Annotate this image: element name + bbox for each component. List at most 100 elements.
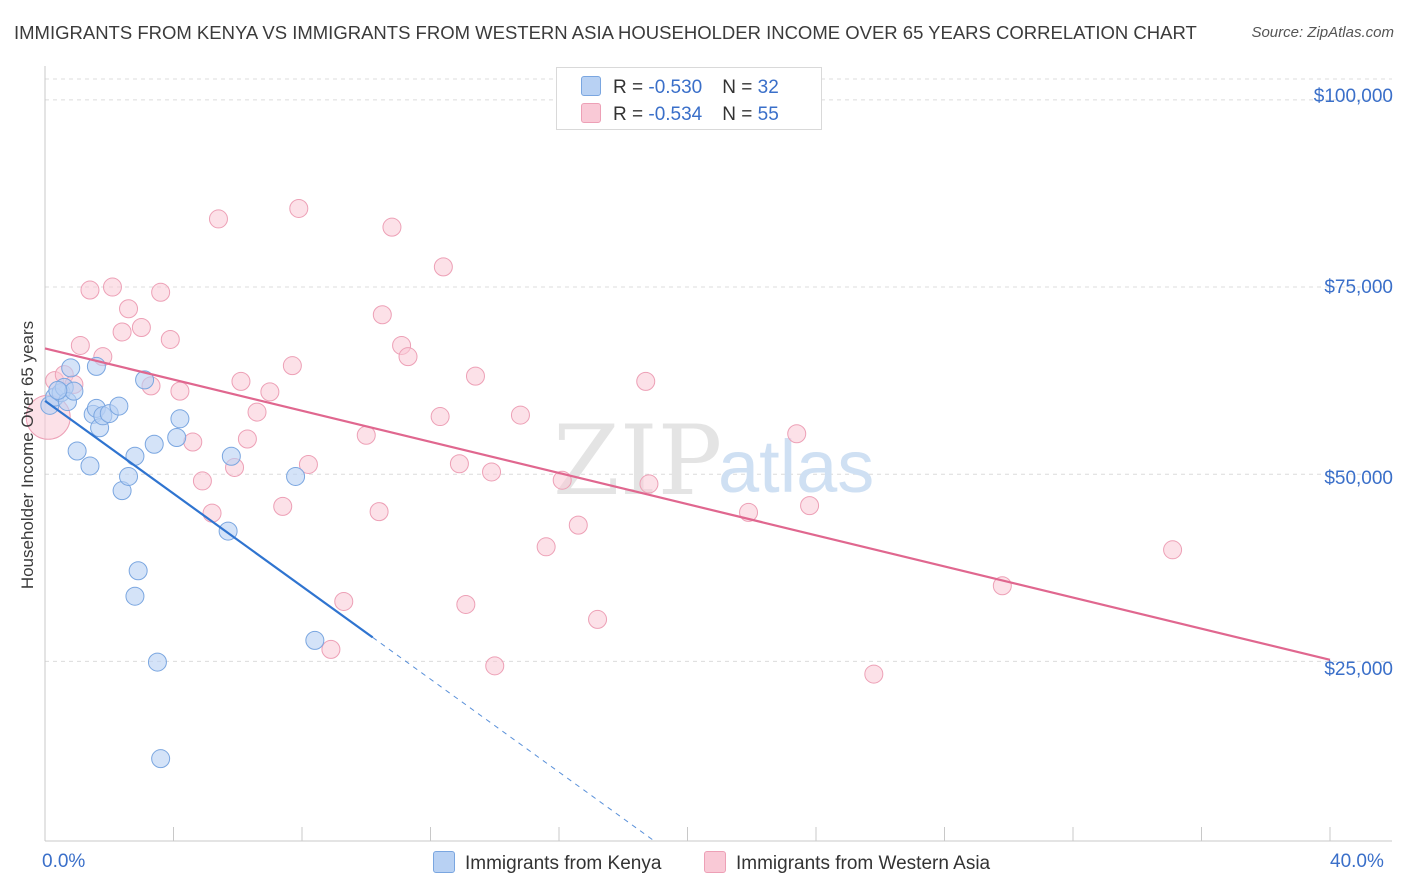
y-tick-label: $50,000	[1324, 468, 1393, 489]
western-asia-point	[112, 322, 132, 342]
axes	[44, 66, 1392, 842]
correlation-legend: R = -0.530 N = 32 R = -0.534 N = 55	[556, 67, 822, 130]
kenya-point	[305, 630, 325, 650]
bottom-legend-kenya: Immigrants from Kenya	[433, 851, 661, 875]
western-asia-point	[170, 381, 190, 401]
western-asia-point	[334, 591, 354, 611]
western-asia-point	[80, 280, 100, 300]
western-asia-point	[510, 405, 530, 425]
kenya-trend-line	[44, 399, 374, 639]
western-asia-point	[372, 305, 392, 325]
western-asia-point	[568, 515, 588, 535]
western-asia-point	[321, 639, 341, 659]
western-asia-swatch	[581, 103, 601, 123]
kenya-point	[147, 652, 167, 672]
legend-n-value: 55	[757, 104, 779, 125]
kenya-point	[221, 446, 241, 466]
western-asia-point	[465, 366, 485, 386]
kenya-point	[109, 396, 129, 416]
kenya-point	[125, 586, 145, 606]
kenya-point	[167, 428, 187, 448]
kenya-trend-extension	[372, 636, 656, 843]
source-note: Source: ZipAtlas.com	[1251, 24, 1394, 41]
y-tick-label: $100,000	[1313, 86, 1393, 107]
western-asia-point	[398, 347, 418, 367]
kenya-point	[170, 409, 190, 429]
kenya-swatch	[581, 76, 601, 96]
kenya-point	[48, 380, 68, 400]
x-tick-label-min: 0.0%	[42, 851, 86, 872]
western-asia-point	[485, 656, 505, 676]
western-asia-point	[369, 502, 389, 522]
kenya-swatch	[433, 851, 455, 873]
western-asia-point	[273, 496, 293, 516]
western-asia-point	[449, 454, 469, 474]
western-asia-point	[192, 471, 212, 491]
kenya-point	[144, 434, 164, 454]
western-asia-point	[119, 299, 139, 319]
x-tick-label-max: 40.0%	[1330, 851, 1384, 872]
y-tick-label: $25,000	[1324, 659, 1393, 680]
western-asia-point	[1163, 540, 1183, 560]
western-asia-point	[102, 277, 122, 297]
western-asia-point	[636, 371, 656, 391]
y-tick-label: $75,000	[1324, 277, 1393, 298]
kenya-point	[80, 456, 100, 476]
western-asia-trend-line	[44, 347, 1331, 661]
western-asia-point	[864, 664, 884, 684]
western-asia-point	[433, 257, 453, 277]
kenya-point	[128, 561, 148, 581]
western-asia-point	[231, 371, 251, 391]
legend-n-label: N =	[722, 104, 758, 125]
western-asia-point	[430, 407, 450, 427]
kenya-points	[40, 356, 325, 769]
legend-r-value: -0.534	[648, 104, 703, 125]
watermark: ZIP atlas	[553, 405, 874, 517]
kenya-point	[119, 466, 139, 486]
legend-r-value: -0.530	[648, 77, 703, 98]
western-asia-point	[298, 454, 318, 474]
kenya-point	[135, 370, 155, 390]
western-asia-point	[260, 382, 280, 402]
western-asia-point	[70, 335, 90, 355]
western-asia-points	[25, 198, 1183, 684]
western-asia-point	[202, 503, 222, 523]
gridlines	[45, 78, 1392, 662]
kenya-point	[286, 466, 306, 486]
western-asia-point	[131, 317, 151, 337]
bottom-legend-western-asia: Immigrants from Western Asia	[704, 851, 990, 875]
western-asia-point	[160, 329, 180, 349]
western-asia-point	[247, 402, 267, 422]
western-asia-point	[588, 609, 608, 629]
legend-r-label: R =	[613, 77, 649, 98]
kenya-point	[64, 381, 84, 401]
western-asia-point	[800, 496, 820, 516]
western-asia-point	[289, 198, 309, 218]
western-asia-point	[208, 209, 228, 229]
chart-title: IMMIGRANTS FROM KENYA VS IMMIGRANTS FROM…	[14, 22, 1197, 43]
western-asia-point	[183, 432, 203, 452]
kenya-point	[67, 441, 87, 461]
western-asia-point	[356, 425, 376, 445]
kenya-point	[151, 749, 171, 769]
western-asia-point	[237, 429, 257, 449]
western-asia-point	[282, 356, 302, 376]
legend-r-label: R =	[613, 104, 649, 125]
legend-n-label: N =	[722, 77, 758, 98]
western-asia-point	[482, 462, 502, 482]
western-asia-point	[536, 537, 556, 557]
western-asia-point	[456, 594, 476, 614]
legend-row-western-asia: R = -0.534 N = 55	[581, 103, 779, 127]
y-axis-label: Householder Income Over 65 years	[18, 320, 37, 590]
western-asia-point	[151, 282, 171, 302]
western-asia-point	[787, 424, 807, 444]
bottom-legend-western-asia-label: Immigrants from Western Asia	[736, 853, 991, 874]
western-asia-swatch	[704, 851, 726, 873]
western-asia-point	[382, 217, 402, 237]
legend-row-kenya: R = -0.530 N = 32	[581, 76, 779, 100]
trend-lines	[44, 347, 1331, 843]
western-asia-point	[639, 474, 659, 494]
bottom-legend-kenya-label: Immigrants from Kenya	[465, 853, 662, 874]
legend-n-value: 32	[757, 77, 779, 98]
